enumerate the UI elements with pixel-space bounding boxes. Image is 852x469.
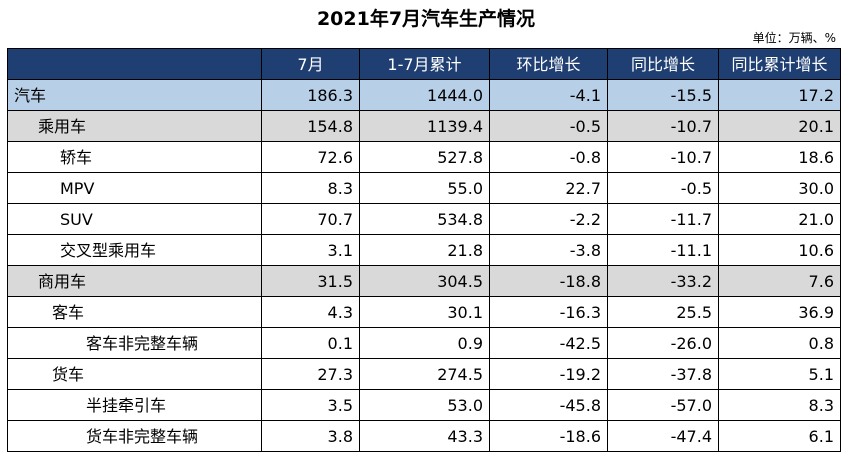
row-label: 轿车 <box>7 141 262 173</box>
cell-mom-growth: -45.8 <box>489 389 608 421</box>
table-row: SUV 70.7 534.8 -2.2 -11.7 21.0 <box>7 203 841 235</box>
row-label: 客车非完整车辆 <box>7 327 262 359</box>
cell-july: 3.8 <box>261 420 360 452</box>
table-row: 半挂牵引车 3.5 53.0 -45.8 -57.0 8.3 <box>7 389 841 421</box>
cell-mom-growth: -18.6 <box>489 420 608 452</box>
table-row: 汽车 186.3 1444.0 -4.1 -15.5 17.2 <box>7 79 841 111</box>
row-label: 交叉型乘用车 <box>7 234 262 266</box>
header-yoy-cumulative-growth: 同比累计增长 <box>718 48 841 80</box>
cell-cumulative: 274.5 <box>359 358 490 390</box>
cell-july: 31.5 <box>261 265 360 297</box>
table-row: 商用车 31.5 304.5 -18.8 -33.2 7.6 <box>7 265 841 297</box>
cell-mom-growth: -2.2 <box>489 203 608 235</box>
header-cumulative: 1-7月累计 <box>359 48 490 80</box>
cell-mom-growth: -16.3 <box>489 296 608 328</box>
header-yoy-growth: 同比增长 <box>607 48 719 80</box>
cell-july: 154.8 <box>261 110 360 142</box>
cell-yoy-cumulative-growth: 5.1 <box>718 358 841 390</box>
cell-cumulative: 527.8 <box>359 141 490 173</box>
cell-yoy-cumulative-growth: 36.9 <box>718 296 841 328</box>
cell-yoy-cumulative-growth: 17.2 <box>718 79 841 111</box>
table-row: 货车 27.3 274.5 -19.2 -37.8 5.1 <box>7 358 841 390</box>
cell-cumulative: 534.8 <box>359 203 490 235</box>
cell-yoy-growth: -11.7 <box>607 203 719 235</box>
cell-yoy-cumulative-growth: 30.0 <box>718 172 841 204</box>
cell-yoy-growth: -10.7 <box>607 110 719 142</box>
cell-mom-growth: -42.5 <box>489 327 608 359</box>
cell-yoy-growth: -57.0 <box>607 389 719 421</box>
cell-yoy-cumulative-growth: 7.6 <box>718 265 841 297</box>
row-label: 货车 <box>7 358 262 390</box>
cell-mom-growth: -0.8 <box>489 141 608 173</box>
cell-cumulative: 21.8 <box>359 234 490 266</box>
cell-mom-growth: 22.7 <box>489 172 608 204</box>
cell-july: 3.1 <box>261 234 360 266</box>
cell-july: 27.3 <box>261 358 360 390</box>
cell-july: 72.6 <box>261 141 360 173</box>
cell-mom-growth: -18.8 <box>489 265 608 297</box>
cell-cumulative: 1139.4 <box>359 110 490 142</box>
cell-mom-growth: -0.5 <box>489 110 608 142</box>
table-row: MPV 8.3 55.0 22.7 -0.5 30.0 <box>7 172 841 204</box>
cell-yoy-cumulative-growth: 8.3 <box>718 389 841 421</box>
cell-yoy-cumulative-growth: 18.6 <box>718 141 841 173</box>
cell-yoy-growth: -37.8 <box>607 358 719 390</box>
report-title: 2021年7月汽车生产情况 <box>316 8 536 30</box>
cell-yoy-growth: -26.0 <box>607 327 719 359</box>
cell-yoy-growth: -15.5 <box>607 79 719 111</box>
cell-yoy-growth: -11.1 <box>607 234 719 266</box>
header-july: 7月 <box>261 48 360 80</box>
row-label: 乘用车 <box>7 110 262 142</box>
table-row: 乘用车 154.8 1139.4 -0.5 -10.7 20.1 <box>7 110 841 142</box>
table-row: 客车 4.3 30.1 -16.3 25.5 36.9 <box>7 296 841 328</box>
table-row: 货车非完整车辆 3.8 43.3 -18.6 -47.4 6.1 <box>7 420 841 452</box>
cell-july: 70.7 <box>261 203 360 235</box>
cell-cumulative: 43.3 <box>359 420 490 452</box>
cell-july: 8.3 <box>261 172 360 204</box>
cell-yoy-growth: 25.5 <box>607 296 719 328</box>
cell-yoy-growth: -47.4 <box>607 420 719 452</box>
row-label: 商用车 <box>7 265 262 297</box>
cell-cumulative: 30.1 <box>359 296 490 328</box>
cell-july: 3.5 <box>261 389 360 421</box>
table-row: 客车非完整车辆 0.1 0.9 -42.5 -26.0 0.8 <box>7 327 841 359</box>
production-table: 7月 1-7月累计 环比增长 同比增长 同比累计增长 汽车 186.3 1444… <box>7 48 841 452</box>
cell-yoy-cumulative-growth: 6.1 <box>718 420 841 452</box>
table-row: 轿车 72.6 527.8 -0.8 -10.7 18.6 <box>7 141 841 173</box>
cell-july: 4.3 <box>261 296 360 328</box>
cell-mom-growth: -19.2 <box>489 358 608 390</box>
header-mom-growth: 环比增长 <box>489 48 608 80</box>
cell-yoy-cumulative-growth: 20.1 <box>718 110 841 142</box>
row-label: 货车非完整车辆 <box>7 420 262 452</box>
row-label: 半挂牵引车 <box>7 389 262 421</box>
cell-yoy-cumulative-growth: 21.0 <box>718 203 841 235</box>
cell-yoy-growth: -33.2 <box>607 265 719 297</box>
cell-yoy-cumulative-growth: 10.6 <box>718 234 841 266</box>
cell-july: 0.1 <box>261 327 360 359</box>
cell-cumulative: 0.9 <box>359 327 490 359</box>
row-label: 汽车 <box>7 79 262 111</box>
row-label: SUV <box>7 203 262 235</box>
header-category <box>7 48 262 80</box>
row-label: 客车 <box>7 296 262 328</box>
row-label: MPV <box>7 172 262 204</box>
cell-cumulative: 1444.0 <box>359 79 490 111</box>
cell-mom-growth: -4.1 <box>489 79 608 111</box>
cell-mom-growth: -3.8 <box>489 234 608 266</box>
cell-cumulative: 304.5 <box>359 265 490 297</box>
cell-yoy-cumulative-growth: 0.8 <box>718 327 841 359</box>
header-row: 7月 1-7月累计 环比增长 同比增长 同比累计增长 <box>7 48 841 80</box>
unit-note: 单位：万辆、% <box>752 31 836 45</box>
table-row: 交叉型乘用车 3.1 21.8 -3.8 -11.1 10.6 <box>7 234 841 266</box>
cell-yoy-growth: -0.5 <box>607 172 719 204</box>
cell-july: 186.3 <box>261 79 360 111</box>
cell-cumulative: 55.0 <box>359 172 490 204</box>
cell-cumulative: 53.0 <box>359 389 490 421</box>
cell-yoy-growth: -10.7 <box>607 141 719 173</box>
